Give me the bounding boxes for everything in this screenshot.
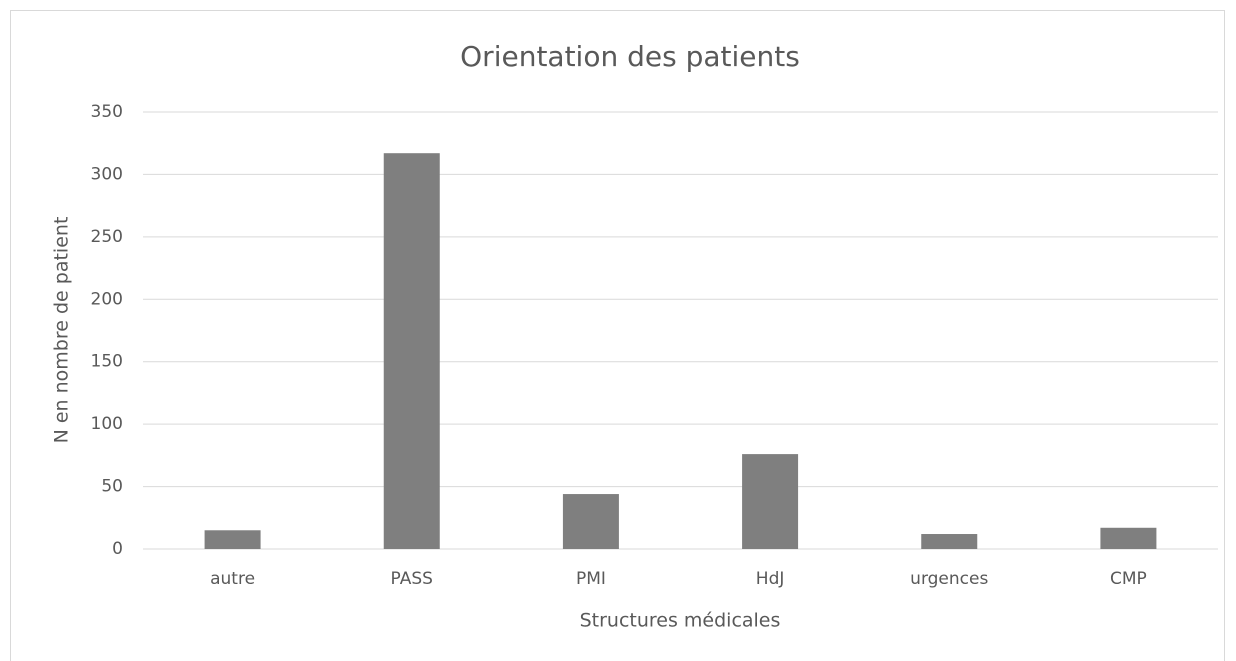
bar <box>383 153 440 549</box>
y-tick-label: 350 <box>91 102 123 122</box>
y-tick-label: 300 <box>91 164 123 184</box>
bar <box>921 534 978 549</box>
x-tick-label: PASS <box>391 569 433 589</box>
x-tick-label: CMP <box>1110 569 1147 589</box>
bar <box>1100 527 1157 549</box>
x-tick-label: autre <box>210 569 255 589</box>
y-tick-label: 100 <box>91 414 123 434</box>
x-tick-label: urgences <box>910 569 988 589</box>
y-tick-label: 150 <box>91 352 123 372</box>
y-axis-label: N en nombre de patient <box>51 217 73 444</box>
chart-border <box>10 10 1225 661</box>
x-tick-label: HdJ <box>756 569 785 589</box>
y-tick-label: 200 <box>91 289 123 309</box>
bar <box>742 454 799 549</box>
y-tick-label: 250 <box>91 227 123 247</box>
bar <box>204 530 261 549</box>
x-axis-label: Structures médicales <box>580 610 781 632</box>
bar <box>562 494 619 549</box>
chart-title: Orientation des patients <box>460 40 800 73</box>
x-tick-label: PMI <box>576 569 606 589</box>
y-tick-label: 0 <box>112 539 123 559</box>
y-tick-label: 50 <box>101 477 123 497</box>
